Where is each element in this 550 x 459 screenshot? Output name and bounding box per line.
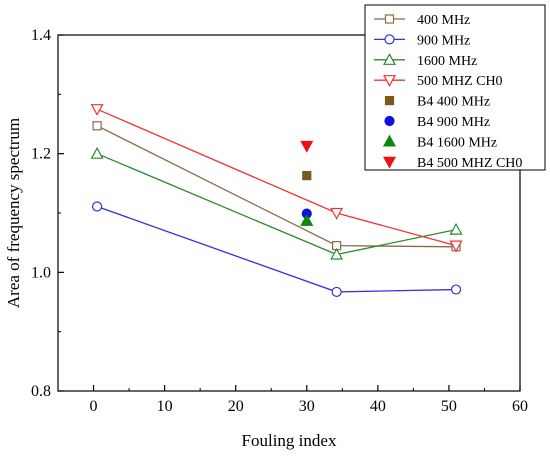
legend-marker [382,75,397,87]
y-axis-label: Area of frequency spectrum [4,118,23,308]
data-point [330,207,344,220]
legend-item: B4 400 MHz [384,95,490,110]
legend-label: 400 MHz [417,13,470,28]
x-tick-label: 20 [228,398,244,415]
legend-marker [384,14,395,24]
legend-label: 500 MHZ CH0 [417,74,503,89]
data-point [449,240,463,253]
x-tick-label: 40 [370,398,386,415]
series-900-mhz [91,201,462,298]
y-tick-label: 0.8 [31,383,51,400]
series-b4-1600-mhz [300,213,314,226]
y-tick-label: 1.4 [31,27,51,44]
legend-label: B4 500 MHZ CH0 [417,156,522,171]
legend-marker [384,95,395,106]
y-tick-label: 1.0 [31,264,51,281]
data-point [449,222,463,235]
legend-item: 900 MHz [374,33,470,48]
legend-marker [382,53,397,65]
data-point [450,284,462,295]
x-tick-label: 10 [157,398,173,415]
x-tick-label: 0 [90,398,98,415]
series-layer [90,104,463,298]
data-point [300,140,314,153]
x-tick-label: 30 [299,398,315,415]
legend-item: 400 MHz [374,13,470,28]
x-tick-label: 60 [512,398,528,415]
legend-marker [382,134,397,147]
data-point [330,247,344,260]
series-1600-mhz [90,146,463,260]
data-point [90,104,104,116]
x-axis-label: Fouling index [242,431,337,450]
legend-item: B4 900 MHz [384,115,490,130]
legend-box [364,4,546,171]
legend-item: B4 500 MHZ CH0 [382,156,522,171]
legend-label: B4 1600 MHz [417,135,497,150]
data-point [91,201,103,212]
data-point [92,121,102,131]
data-point [300,213,314,226]
legend-marker [384,115,395,127]
y-tick-label: 1.2 [31,146,51,163]
series-b4-500-mhz-ch0 [300,140,314,153]
legend-label: B4 900 MHz [417,115,490,130]
legend-item: 1600 MHz [374,53,477,69]
legend-marker [384,34,395,45]
legend-item: B4 1600 MHz [382,134,497,150]
legend: 400 MHz 900 MHz 1600 MHz 500 MHZ CH0 B4 400 … [364,4,546,171]
legend-label: 1600 MHz [417,54,477,69]
axis-layer: 0 10 20 30 40 50 60 0.8 1.0 1.2 1.4 [31,27,528,415]
data-point [302,171,312,181]
series-line [96,205,457,293]
legend-label: B4 400 MHz [417,95,490,110]
legend-marker [382,156,397,169]
x-tick-label: 50 [441,398,457,415]
data-point [331,286,342,298]
legend-item: 500 MHZ CH0 [374,74,503,89]
data-point [90,146,104,159]
series-b4-400-mhz [302,171,312,181]
series-500-mhz-ch0 [90,104,463,253]
legend-label: 900 MHz [417,33,470,48]
